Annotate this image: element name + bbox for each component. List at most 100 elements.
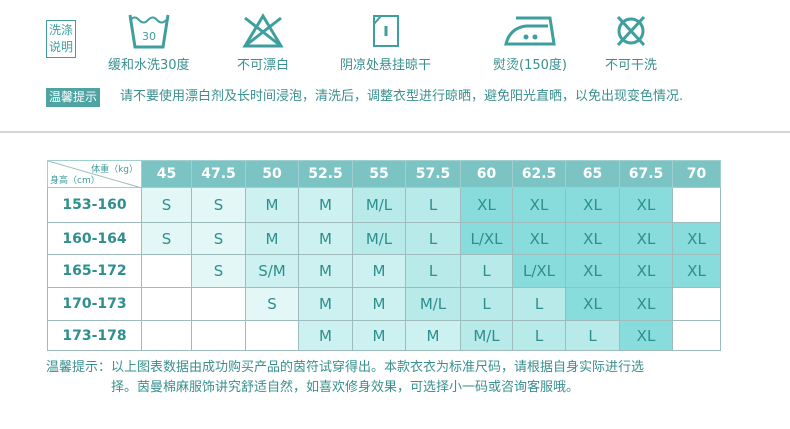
size-cell <box>672 187 721 223</box>
height-range: 165-172 <box>47 254 142 288</box>
care-item-dry: 阴凉处悬挂晾干 <box>340 12 431 73</box>
size-cell: M/L <box>352 222 406 255</box>
tip-badge: 温馨提示 <box>46 88 101 107</box>
care-tip-text: 请不要使用漂白剂及长时间浸泡，清洗后，调整衣型进行晾晒，避免阳光直晒，以免出现变… <box>120 89 684 104</box>
size-cell: XL <box>619 187 673 223</box>
size-cell: XL <box>619 287 673 321</box>
size-cell: S <box>191 254 246 288</box>
care-label: 熨烫(150度) <box>493 58 567 73</box>
size-cell: XL <box>460 187 513 223</box>
care-item-wash: 30 缓和水洗30度 <box>108 12 190 73</box>
size-cell: XL <box>672 222 721 255</box>
weight-header: 67.5 <box>619 160 673 188</box>
care-item-dryclean: 不可干洗 <box>605 12 657 73</box>
care-label: 不可漂白 <box>237 58 290 73</box>
size-cell <box>141 287 192 321</box>
size-cell: M <box>405 320 461 351</box>
weight-header: 45 <box>141 160 192 188</box>
size-cell <box>141 320 192 351</box>
footer-label: 温馨提示： <box>46 360 112 375</box>
height-range: 160-164 <box>47 222 142 255</box>
size-cell: XL <box>565 187 620 223</box>
height-range: 170-173 <box>47 287 142 321</box>
size-cell: S <box>191 187 246 223</box>
weight-header: 55 <box>352 160 406 188</box>
size-cell: M/L <box>352 187 406 223</box>
size-cell: M <box>352 320 406 351</box>
size-cell: XL <box>565 287 620 321</box>
size-cell: M <box>298 254 353 288</box>
size-cell: L <box>405 222 461 255</box>
size-cell <box>245 320 299 351</box>
care-title-line: 洗涤 <box>48 23 73 37</box>
line-dry-shade-icon <box>372 15 399 47</box>
table-row: 173-178 M M M M/L L L XL <box>47 320 721 351</box>
table-row: 153-160 S S M M M/L L XL XL XL XL <box>47 187 721 223</box>
size-cell: M <box>245 187 299 223</box>
care-item-bleach: 不可漂白 <box>237 12 289 73</box>
care-instructions-title: 洗涤 说明 <box>46 20 76 58</box>
care-item-iron: 熨烫(150度) <box>493 12 567 73</box>
size-cell: L <box>460 254 513 288</box>
size-cell: M <box>298 222 353 255</box>
weight-axis-label: 体重（kg） <box>91 165 138 175</box>
size-chart-table: 体重（kg） 身高（cm） 45 47.5 50 52.5 55 57.5 60 62.5 65… <box>47 160 721 351</box>
size-cell: L <box>512 287 566 321</box>
weight-header: 47.5 <box>191 160 246 188</box>
size-cell: L <box>405 254 461 288</box>
table-corner-header: 体重（kg） 身高（cm） <box>47 160 142 188</box>
size-cell: S/M <box>245 254 299 288</box>
size-cell: XL <box>565 254 620 288</box>
svg-text:30: 30 <box>142 30 156 43</box>
weight-header: 52.5 <box>298 160 353 188</box>
no-bleach-icon <box>242 13 284 48</box>
size-cell <box>672 320 721 351</box>
weight-header: 62.5 <box>512 160 566 188</box>
size-cell: M <box>298 320 353 351</box>
size-cell <box>191 287 246 321</box>
diagonal-line <box>48 161 142 188</box>
height-range: 153-160 <box>47 187 142 223</box>
care-label: 阴凉处悬挂晾干 <box>340 58 432 73</box>
height-axis-label: 身高（cm） <box>50 176 100 186</box>
size-cell: XL <box>512 222 566 255</box>
size-cell <box>191 320 246 351</box>
size-cell: XL <box>619 320 673 351</box>
footer-note: 温馨提示： 以上图表数据由成功购买产品的茵符试穿得出。本款衣衣为标准尺码，请根据… <box>46 358 651 398</box>
care-label: 不可干洗 <box>605 58 658 73</box>
size-cell: M <box>245 222 299 255</box>
care-title-line: 说明 <box>48 40 73 54</box>
size-cell: L <box>460 287 513 321</box>
size-cell: S <box>245 287 299 321</box>
size-cell: M <box>352 254 406 288</box>
table-row: 170-173 S M M M/L L L XL XL <box>47 287 721 321</box>
size-cell: S <box>141 222 192 255</box>
table-row: 165-172 S S/M M M L L L/XL XL XL XL <box>47 254 721 288</box>
size-cell: M <box>298 287 353 321</box>
table-header-row: 体重（kg） 身高（cm） 45 47.5 50 52.5 55 57.5 60 62.5 65… <box>47 160 721 188</box>
weight-header: 60 <box>460 160 513 188</box>
weight-header: 50 <box>245 160 299 188</box>
size-cell <box>141 254 192 288</box>
size-cell: XL <box>619 222 673 255</box>
iron-medium-icon <box>504 16 556 46</box>
size-cell: L/XL <box>460 222 513 255</box>
weight-header: 57.5 <box>405 160 461 188</box>
wash-30-icon: 30 <box>128 14 170 49</box>
size-cell: M <box>298 187 353 223</box>
footer-text: 以上图表数据由成功购买产品的茵符试穿得出。本款衣衣为标准尺码，请根据自身实际进行… <box>111 360 645 395</box>
size-cell: XL <box>619 254 673 288</box>
height-range: 173-178 <box>47 320 142 351</box>
size-cell: L <box>565 320 620 351</box>
weight-header: 65 <box>565 160 620 188</box>
size-cell: L <box>512 320 566 351</box>
size-cell: S <box>191 222 246 255</box>
size-cell: S <box>141 187 192 223</box>
size-cell: L/XL <box>512 254 566 288</box>
section-divider <box>0 131 790 133</box>
size-cell: L <box>405 187 461 223</box>
size-cell: XL <box>672 254 721 288</box>
care-label: 缓和水洗30度 <box>108 58 190 73</box>
size-cell: M <box>352 287 406 321</box>
size-cell: M/L <box>405 287 461 321</box>
